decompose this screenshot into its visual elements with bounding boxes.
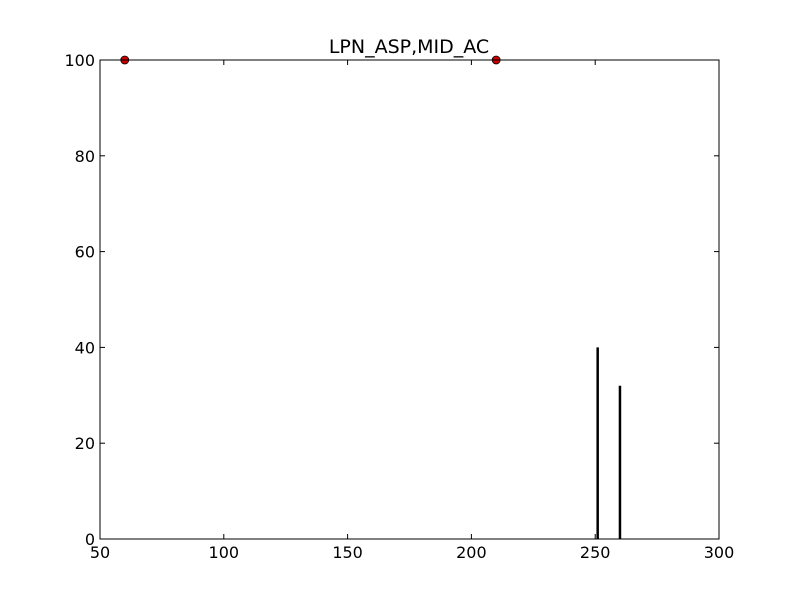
x-tick-label: 250 bbox=[580, 543, 611, 562]
x-tick-label: 50 bbox=[90, 543, 110, 562]
y-tick-label: 100 bbox=[64, 51, 95, 70]
y-tick-label: 80 bbox=[75, 147, 95, 166]
x-tick-label: 200 bbox=[456, 543, 487, 562]
x-tick-label: 100 bbox=[209, 543, 240, 562]
chart-title: LPN_ASP,MID_AC bbox=[329, 36, 489, 58]
y-tick-label: 20 bbox=[75, 434, 95, 453]
y-tick-label: 40 bbox=[75, 338, 95, 357]
plot-frame bbox=[99, 59, 720, 540]
x-tick-label: 150 bbox=[332, 543, 363, 562]
x-tick-label: 300 bbox=[704, 543, 735, 562]
y-tick-label: 60 bbox=[75, 243, 95, 262]
ticks-layer: 50 100 150 200 250 300 0 20 40 60 80 100 bbox=[64, 51, 734, 562]
series-layer bbox=[120, 55, 622, 539]
y-tick-label: 0 bbox=[85, 530, 95, 549]
